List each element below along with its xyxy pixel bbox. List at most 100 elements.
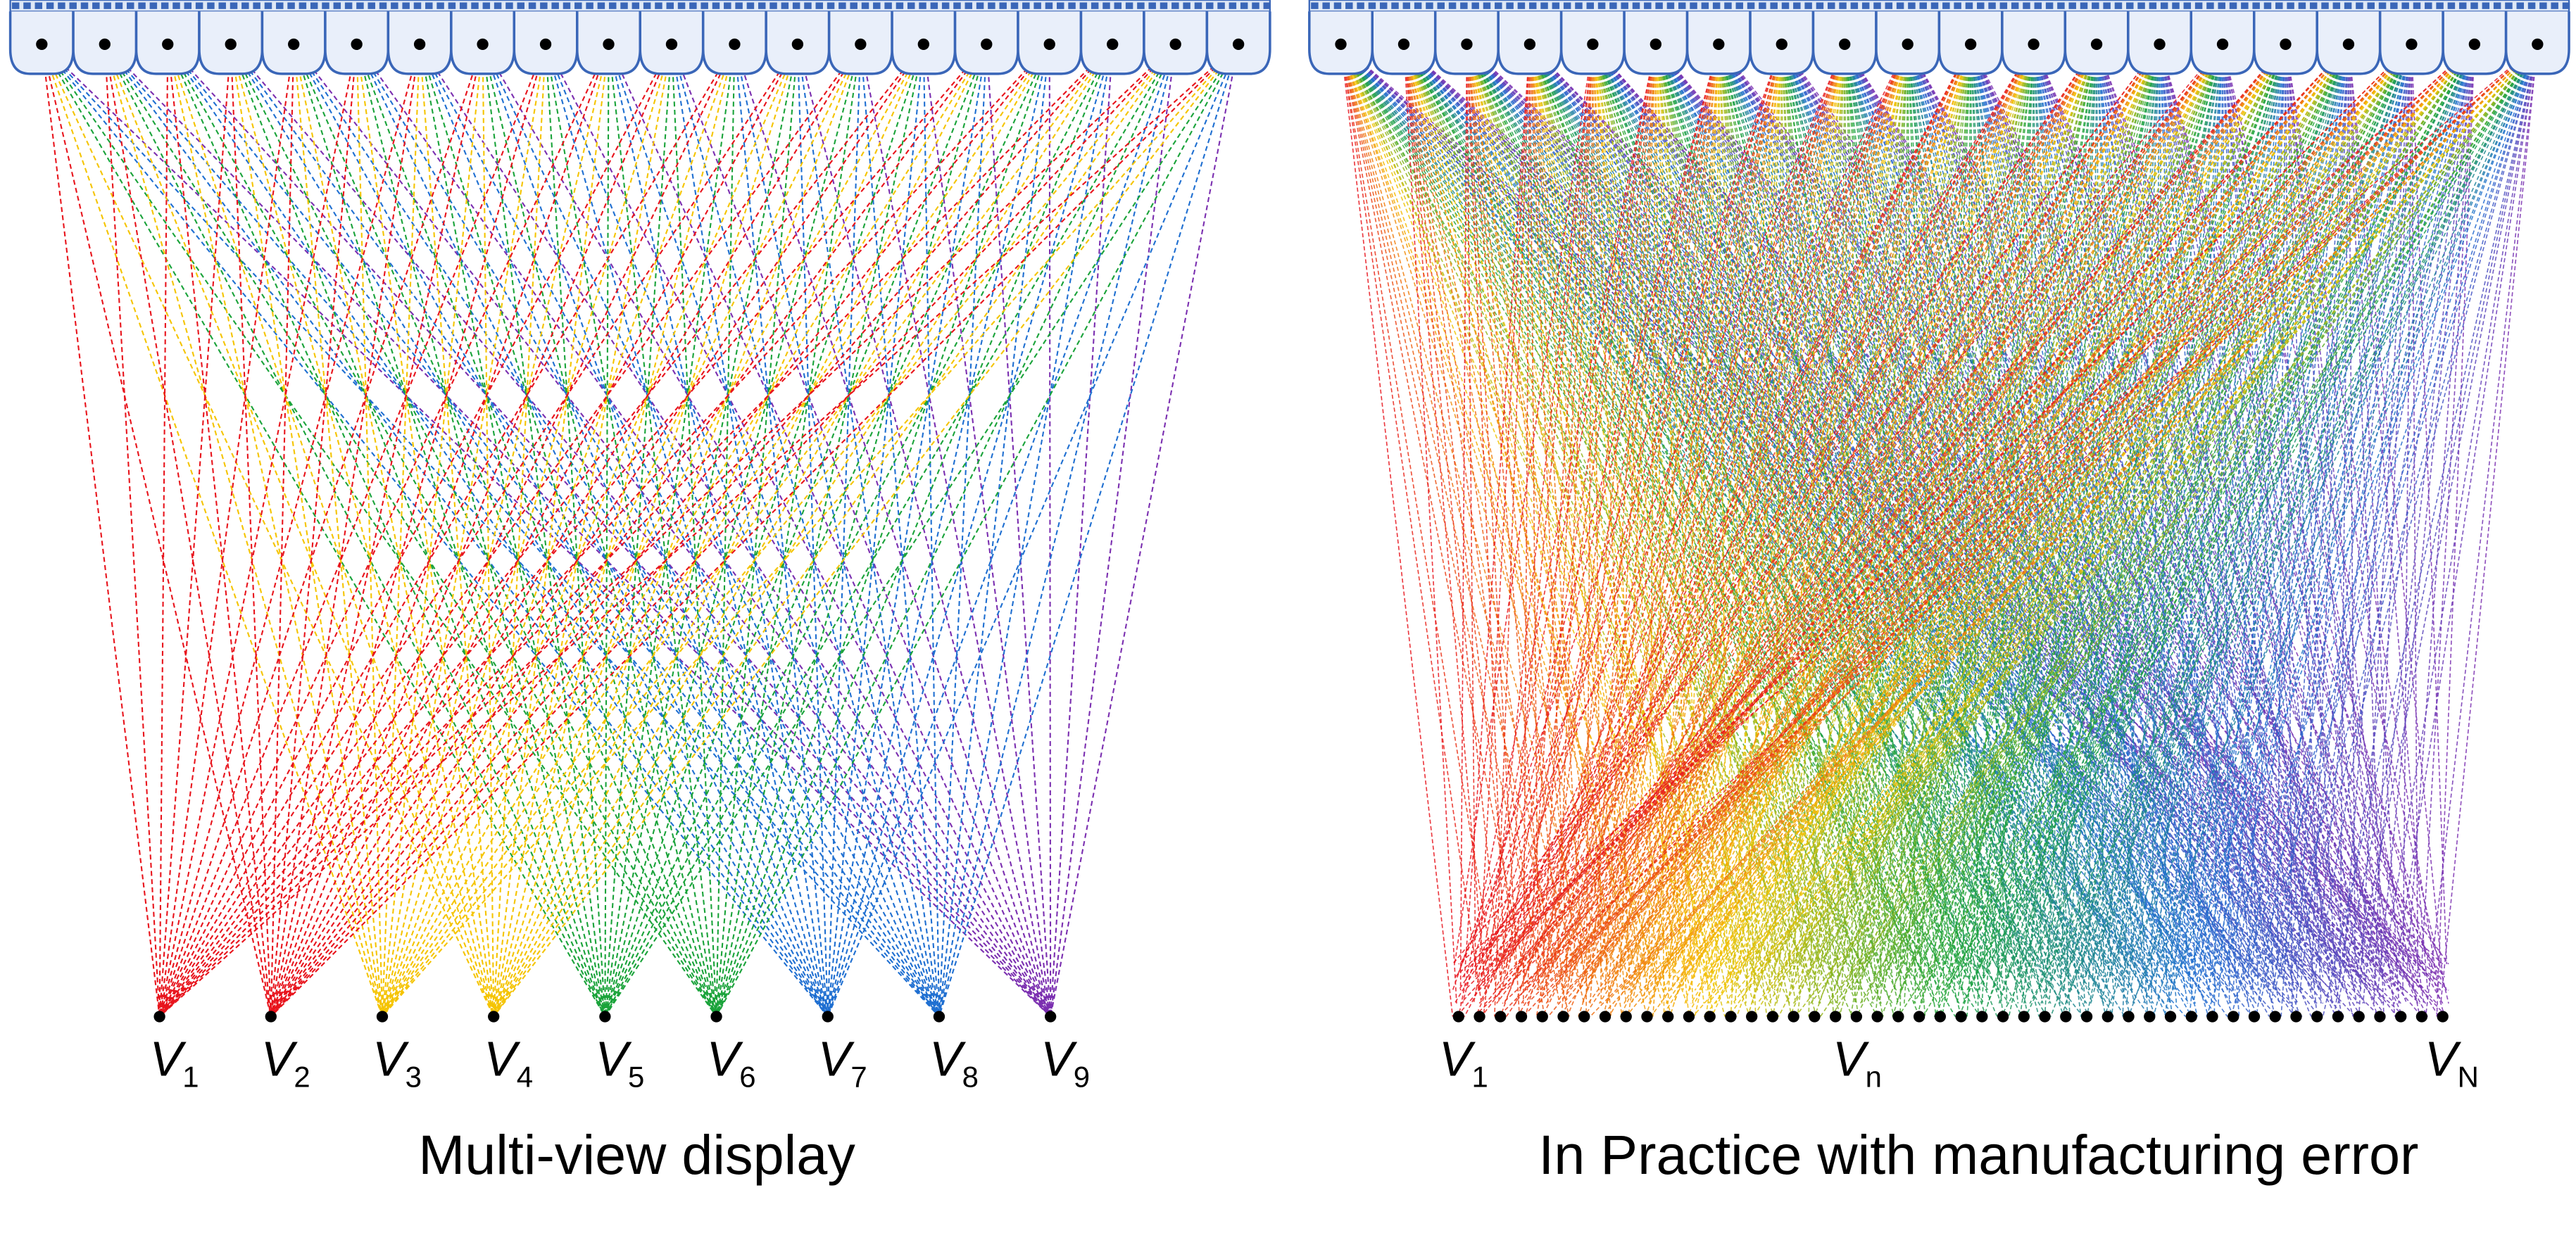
pixel bbox=[976, 2, 984, 9]
ray bbox=[1734, 44, 1846, 1004]
dot bbox=[710, 1011, 722, 1023]
ray bbox=[493, 44, 862, 1017]
ray bbox=[1505, 44, 2161, 1017]
ray bbox=[158, 44, 232, 1017]
pixel bbox=[2505, 2, 2513, 9]
pixel bbox=[2034, 2, 2042, 9]
ray bbox=[1906, 44, 2019, 1004]
ray bbox=[1621, 44, 2349, 965]
pixel bbox=[1437, 2, 1445, 9]
view-index: 1 bbox=[182, 1061, 199, 1094]
ray bbox=[670, 44, 1052, 1017]
ray bbox=[1403, 44, 1486, 991]
ray bbox=[1540, 44, 1783, 1004]
ray bbox=[1585, 44, 2035, 991]
ray bbox=[1485, 44, 2287, 1004]
ray bbox=[230, 44, 1051, 1018]
ray bbox=[1791, 44, 2475, 965]
ray bbox=[2352, 44, 2539, 991]
dot bbox=[1169, 38, 1181, 51]
ray bbox=[1494, 44, 2412, 965]
dot bbox=[1683, 1011, 1695, 1023]
ray bbox=[1592, 44, 1852, 978]
pixel bbox=[1701, 2, 1709, 9]
pixel bbox=[344, 2, 353, 9]
ray bbox=[1906, 44, 2385, 978]
pixel bbox=[815, 2, 824, 9]
ray bbox=[1921, 44, 2223, 1004]
ray bbox=[1569, 44, 2223, 965]
dot bbox=[1043, 38, 1055, 51]
pixel bbox=[1391, 2, 1399, 9]
ray bbox=[1970, 44, 2154, 978]
dot bbox=[2406, 38, 2418, 51]
ray bbox=[1564, 44, 2161, 978]
ray bbox=[1718, 44, 1918, 978]
ray bbox=[1811, 44, 2349, 978]
ray bbox=[2092, 44, 2161, 978]
ray bbox=[1600, 44, 2475, 1018]
dot bbox=[539, 38, 552, 51]
ray bbox=[604, 44, 798, 1017]
ray bbox=[1970, 44, 2213, 1004]
view-index: 2 bbox=[294, 1061, 310, 1094]
ray bbox=[2096, 44, 2295, 991]
pixel bbox=[1597, 2, 1606, 9]
pixel bbox=[850, 2, 857, 9]
view-label: V5 bbox=[595, 1031, 644, 1093]
ray bbox=[2103, 44, 2539, 1017]
dot bbox=[917, 38, 929, 51]
ray bbox=[2168, 44, 2413, 1004]
ray bbox=[1883, 44, 2538, 965]
pixel bbox=[1160, 2, 1168, 9]
ray bbox=[1610, 44, 1971, 991]
pixel bbox=[471, 2, 479, 9]
ray bbox=[382, 44, 924, 1017]
ray bbox=[2088, 44, 2539, 965]
pixel bbox=[482, 2, 491, 9]
ray bbox=[1816, 44, 1971, 991]
ray bbox=[1403, 44, 1648, 1017]
pixel bbox=[1735, 2, 1744, 9]
ray bbox=[1718, 44, 1728, 964]
ray bbox=[827, 44, 1240, 1017]
pixel bbox=[1263, 2, 1271, 9]
ray bbox=[1504, 44, 1909, 1004]
ray bbox=[1543, 44, 2287, 965]
ray bbox=[1588, 44, 2287, 1004]
ray bbox=[1981, 44, 2475, 978]
ray bbox=[1529, 44, 2228, 1017]
ray bbox=[1644, 44, 2035, 1017]
view-symbol: V bbox=[484, 1031, 521, 1086]
ray bbox=[381, 44, 547, 1017]
dot bbox=[1776, 38, 1788, 51]
pixel bbox=[2321, 2, 2329, 9]
ray bbox=[1519, 44, 2349, 965]
ray bbox=[1837, 44, 1846, 1004]
ray bbox=[230, 44, 495, 1017]
ray bbox=[493, 44, 610, 1017]
ray bbox=[1686, 44, 1783, 978]
dot bbox=[2123, 1011, 2135, 1023]
ray bbox=[230, 44, 272, 1017]
ray bbox=[1713, 44, 2413, 965]
ray bbox=[1496, 44, 2223, 1004]
ray bbox=[2173, 44, 2287, 965]
dot bbox=[2206, 1011, 2218, 1023]
ray bbox=[1403, 44, 2147, 965]
dot bbox=[1557, 1011, 1569, 1023]
ray bbox=[1856, 44, 2349, 1017]
ray bbox=[1956, 44, 2539, 978]
ray bbox=[356, 44, 717, 1017]
pixel bbox=[391, 2, 398, 9]
ray bbox=[1403, 44, 1516, 965]
ray bbox=[493, 44, 1114, 1018]
ray bbox=[1970, 44, 2082, 1017]
ray bbox=[1462, 44, 1720, 1004]
ray bbox=[1844, 44, 2044, 1004]
pixel bbox=[1930, 2, 1939, 9]
dot bbox=[2216, 38, 2229, 51]
ray bbox=[158, 44, 610, 1017]
ray bbox=[1718, 44, 1830, 965]
dot bbox=[2437, 1011, 2449, 1023]
